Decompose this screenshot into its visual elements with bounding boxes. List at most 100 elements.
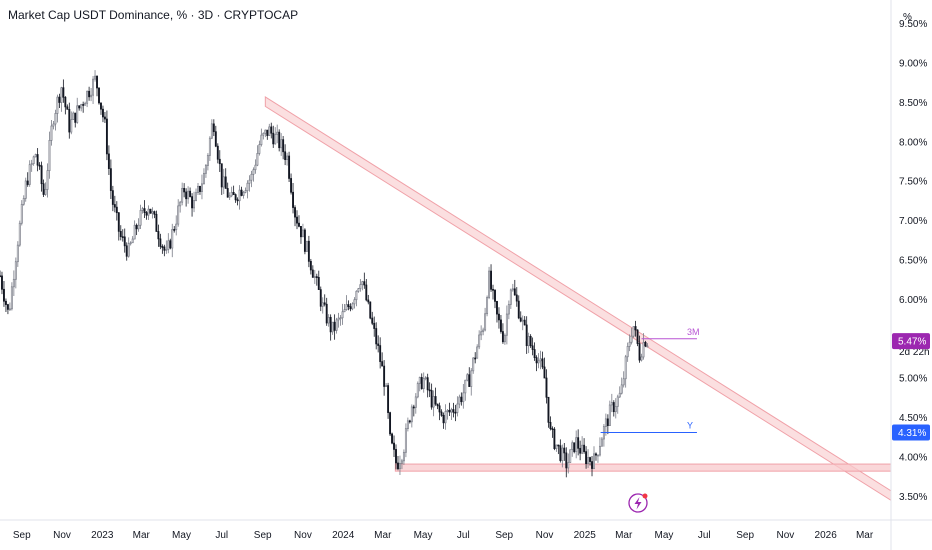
candle (608, 404, 611, 426)
candle (539, 358, 542, 362)
candle (123, 236, 126, 247)
candle (490, 270, 492, 290)
price-axis[interactable]: % 3.50%4.00%4.50%5.00%5.50%6.00%6.50%7.0… (892, 12, 930, 503)
candle (201, 183, 203, 192)
candle (397, 462, 399, 470)
candle (173, 229, 176, 231)
candle (129, 242, 132, 245)
candle (391, 433, 393, 444)
candle (365, 284, 368, 301)
candle (399, 462, 401, 470)
candle (155, 213, 158, 232)
candle (242, 191, 245, 196)
price-tick-label: 8.50% (899, 98, 927, 109)
candle (70, 119, 73, 133)
candle (454, 411, 457, 414)
candle (598, 445, 601, 456)
candle (511, 288, 514, 291)
candle (290, 178, 293, 193)
candle (248, 179, 251, 184)
candle (212, 123, 215, 133)
candle (361, 281, 364, 285)
candle (266, 129, 269, 136)
candle (406, 420, 409, 429)
candle (543, 366, 546, 379)
candle (436, 403, 439, 407)
candle (252, 169, 255, 175)
candle (133, 224, 136, 240)
candle (286, 155, 289, 161)
candle (282, 139, 285, 153)
price-tick-label: 9.50% (899, 19, 927, 30)
candle (171, 229, 174, 249)
candle (175, 223, 178, 230)
price-tick-label: 9.00% (899, 59, 927, 70)
candle (315, 276, 318, 278)
candle (636, 329, 639, 344)
candle (88, 90, 91, 98)
candle (264, 129, 267, 134)
candle (195, 192, 197, 201)
candle (276, 131, 279, 135)
candle (278, 131, 281, 149)
candle (620, 384, 623, 394)
candle (337, 317, 340, 321)
candle (327, 316, 330, 324)
time-tick-label: 2024 (332, 530, 355, 541)
candle (597, 454, 599, 457)
candle (577, 437, 580, 449)
candle (62, 87, 65, 98)
time-tick-label: Mar (856, 530, 874, 541)
candle (42, 183, 45, 195)
time-axis[interactable]: Sep Nov 2023 Mar May Jul Sep Nov 2024 Mar May Jul Se… (13, 530, 874, 541)
candle (367, 299, 370, 303)
candle (646, 345, 649, 348)
candle (561, 447, 564, 461)
candle (640, 356, 643, 361)
candle (385, 385, 388, 387)
candle (351, 303, 354, 310)
candle (56, 96, 59, 114)
candle (10, 286, 13, 310)
level-label: Y (687, 421, 693, 431)
candle (179, 201, 182, 207)
candle (383, 365, 386, 387)
candle (335, 319, 338, 331)
lightning-icon[interactable] (628, 493, 648, 513)
price-badge-label: 4.31% (898, 428, 926, 439)
candle (448, 409, 451, 413)
candle (478, 334, 481, 348)
candle (545, 377, 548, 398)
candle (131, 238, 134, 244)
candle (359, 284, 362, 289)
candle (68, 108, 71, 133)
candle (24, 180, 27, 199)
time-tick-label: Mar (615, 530, 633, 541)
candle (92, 78, 95, 96)
support-zone[interactable] (394, 463, 892, 472)
candle (537, 360, 540, 364)
candle (442, 414, 445, 424)
candle (8, 308, 11, 311)
candle (94, 75, 96, 80)
candle (426, 377, 429, 391)
candle (121, 236, 124, 238)
time-tick-label: Sep (254, 530, 272, 541)
candle (579, 447, 582, 454)
candle (66, 106, 69, 110)
candle (216, 145, 219, 160)
candle (573, 442, 576, 453)
candle (557, 444, 560, 447)
candle (50, 125, 53, 141)
candle (258, 144, 261, 154)
time-tick-label: Nov (777, 530, 795, 541)
candle (402, 451, 405, 462)
candle (373, 322, 376, 329)
candle (450, 409, 453, 413)
candle (470, 370, 473, 387)
candle (416, 383, 419, 398)
candle (571, 442, 574, 451)
candle (644, 341, 647, 347)
candle (480, 331, 483, 336)
